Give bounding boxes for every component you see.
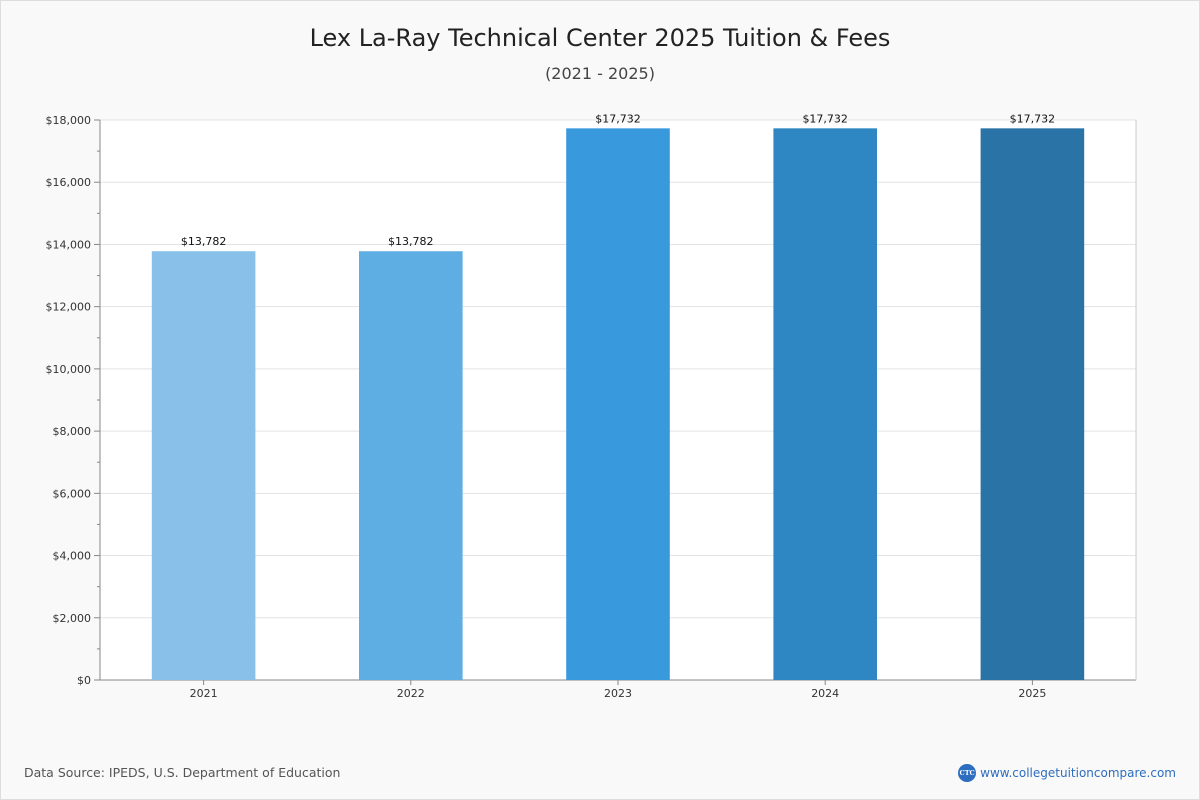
x-tick-label: 2024 (811, 687, 839, 700)
site-brand[interactable]: CTC www.collegetuitioncompare.com (958, 764, 1176, 782)
bar (980, 128, 1085, 681)
y-tick-label: $16,000 (46, 176, 92, 189)
data-source-note: Data Source: IPEDS, U.S. Department of E… (24, 765, 341, 780)
y-tick-label: $12,000 (46, 301, 92, 314)
ctc-logo-icon: CTC (958, 764, 977, 782)
bar (151, 251, 256, 680)
bar-value-label: $13,782 (181, 235, 227, 248)
bar-value-label: $17,732 (1010, 112, 1056, 125)
y-tick-label: $10,000 (46, 363, 92, 376)
bar-value-label: $17,732 (802, 112, 848, 125)
bar-value-label: $17,732 (595, 112, 641, 125)
y-tick-label: $8,000 (53, 425, 92, 438)
y-tick-label: $0 (77, 674, 91, 687)
y-tick-label: $14,000 (46, 238, 92, 251)
y-tick-label: $4,000 (53, 550, 92, 563)
y-tick-label: $18,000 (46, 114, 92, 127)
bar (359, 251, 463, 680)
y-tick-label: $6,000 (53, 487, 92, 500)
x-tick-label: 2022 (397, 687, 425, 700)
bar (566, 128, 670, 681)
bar (773, 128, 877, 681)
chart-title: Lex La-Ray Technical Center 2025 Tuition… (309, 24, 891, 52)
bar-value-label: $13,782 (388, 235, 434, 248)
x-tick-label: 2023 (604, 687, 632, 700)
x-tick-label: 2025 (1018, 687, 1046, 700)
x-tick-label: 2021 (190, 687, 218, 700)
site-url-link[interactable]: www.collegetuitioncompare.com (980, 766, 1176, 780)
y-tick-label: $2,000 (53, 612, 92, 625)
chart-subtitle: (2021 - 2025) (545, 64, 655, 83)
